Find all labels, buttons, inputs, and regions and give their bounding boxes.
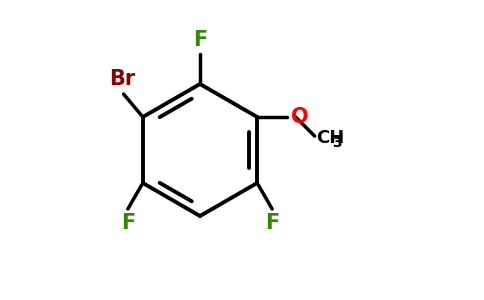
Text: Br: Br [109,69,135,88]
Text: F: F [121,214,135,233]
Text: F: F [265,214,279,233]
Text: 3: 3 [332,136,342,150]
Text: O: O [291,107,309,127]
Text: CH: CH [316,130,345,148]
Text: F: F [193,29,207,50]
